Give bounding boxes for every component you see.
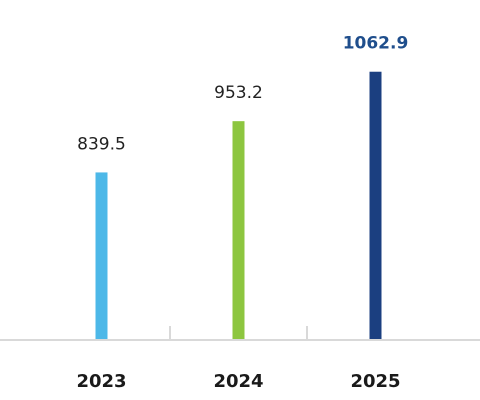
value-label: 839.5 xyxy=(77,134,126,154)
value-label: 953.2 xyxy=(214,83,263,103)
x-tick-label: 2024 xyxy=(213,371,263,392)
value-label: 1062.9 xyxy=(343,34,409,54)
x-tick-label: 2023 xyxy=(76,371,126,392)
bar xyxy=(369,71,382,340)
bar xyxy=(95,172,108,339)
x-tick-label: 2025 xyxy=(350,371,400,392)
bar xyxy=(232,121,245,339)
